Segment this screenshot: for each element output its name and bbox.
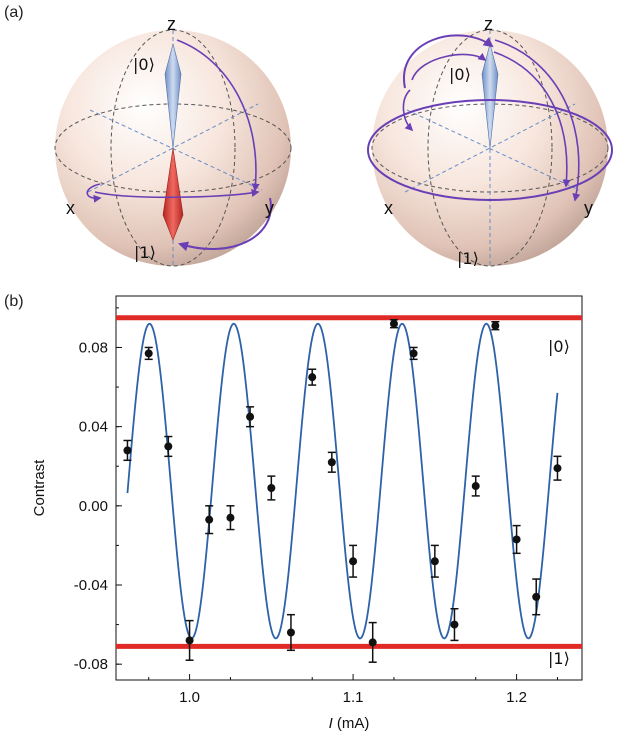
ket1-label: |1⟩ <box>134 243 156 262</box>
data-point <box>205 505 214 535</box>
y-axis-title: Contrast <box>31 459 48 517</box>
y-axis-line <box>89 109 263 191</box>
y-axis-line <box>406 109 580 191</box>
data-point <box>553 455 562 481</box>
x-axis-line <box>87 103 259 193</box>
ket0-label: |0⟩ <box>133 55 155 74</box>
data-marker <box>205 515 214 524</box>
x-axis-title-symbol: I <box>329 715 333 732</box>
plot-frame <box>115 295 583 681</box>
x-axis-line <box>404 103 576 193</box>
data-marker <box>185 636 194 645</box>
data-point <box>267 475 276 501</box>
data-marker <box>246 412 255 421</box>
data-point <box>430 544 439 578</box>
y-axis-label: y <box>265 198 274 218</box>
data-marker <box>308 373 317 382</box>
rotation-arrow-return <box>86 183 102 203</box>
data-point <box>308 368 317 386</box>
data-point <box>389 319 398 329</box>
z-axis-label: z <box>484 14 493 34</box>
data-marker <box>144 349 153 358</box>
ket0-label: |0⟩ <box>449 65 471 84</box>
data-point <box>512 524 521 555</box>
data-marker <box>286 628 295 637</box>
data-marker <box>368 638 377 647</box>
data-point <box>246 406 255 428</box>
data-marker <box>389 319 398 328</box>
rotation-arrow-meridian <box>176 39 260 192</box>
data-marker <box>327 458 336 467</box>
data-point <box>368 621 377 663</box>
data-point <box>532 578 541 616</box>
rotation-arrow-drop <box>402 89 414 132</box>
x-tick-label: 1.1 <box>343 689 364 706</box>
state0-vector <box>481 42 499 149</box>
panel-a-label: (a) <box>4 4 24 21</box>
data-marker <box>123 446 132 455</box>
bloch-sphere-left: z x y |0⟩ |1⟩ <box>54 14 292 267</box>
y-tick-label: 0.04 <box>79 419 108 436</box>
y-tick-label: 0.00 <box>79 498 108 515</box>
data-point <box>349 544 358 578</box>
rotation-arrow-meridian-2 <box>493 51 571 188</box>
x-axis-title: I (mA) <box>329 715 370 732</box>
data-marker <box>491 321 500 330</box>
x-axis-label: x <box>384 198 393 218</box>
ref-line-ket0-label: |0⟩ <box>548 337 570 356</box>
data-marker <box>349 557 358 566</box>
x-axis-label: x <box>66 198 75 218</box>
data-point <box>286 613 295 652</box>
x-axis-title-unit: (mA) <box>333 715 370 732</box>
data-point <box>226 505 235 531</box>
contrast-chart: 0.08 0.04 0.00 -0.04 -0.08 1.0 1.1 1.2 |0⟩ |1⟩… <box>31 295 583 732</box>
data-marker <box>430 557 439 566</box>
y-tick-label: -0.04 <box>74 577 108 594</box>
data-point <box>471 475 480 497</box>
y-axis-label: y <box>584 198 593 218</box>
data-point <box>409 346 418 361</box>
rotation-arrow-equator <box>94 189 260 199</box>
data-marker <box>512 535 521 544</box>
rotation-arrow-outer <box>402 34 494 89</box>
fit-curve <box>126 322 559 640</box>
ket1-label: |1⟩ <box>457 249 479 268</box>
rotation-loop-equator <box>367 99 613 201</box>
data-marker <box>409 349 418 358</box>
data-point <box>327 451 336 473</box>
rotation-arrow-meridian-1 <box>494 39 581 202</box>
data-marker <box>471 482 480 491</box>
panel-b-label: (b) <box>4 293 24 310</box>
y-tick-label: -0.08 <box>74 656 108 673</box>
data-marker <box>450 620 459 629</box>
data-marker <box>164 442 173 451</box>
data-marker <box>267 484 276 492</box>
data-point <box>491 320 500 331</box>
rotation-arrow-bottom <box>178 197 272 252</box>
data-marker <box>532 592 541 601</box>
rotation-arrow-top <box>411 52 487 81</box>
data-point <box>185 619 194 661</box>
x-tick-label: 1.0 <box>179 689 200 706</box>
z-axis-label: z <box>167 14 176 34</box>
data-marker <box>226 513 235 522</box>
data-point <box>144 346 153 361</box>
data-marker <box>553 464 562 473</box>
ref-line-ket1-label: |1⟩ <box>548 649 570 668</box>
y-tick-label: 0.08 <box>79 339 108 356</box>
state1-vector <box>162 147 184 241</box>
data-point <box>450 607 459 642</box>
data-point <box>164 435 173 458</box>
data-point <box>123 439 132 462</box>
bloch-sphere-right: z x y |0⟩ |1⟩ <box>367 14 613 268</box>
x-tick-label: 1.2 <box>506 689 527 706</box>
